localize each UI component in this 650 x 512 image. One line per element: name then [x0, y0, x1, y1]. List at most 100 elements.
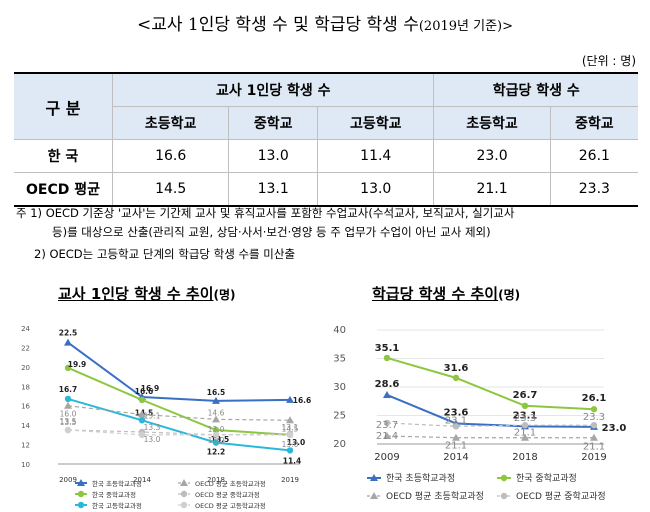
data-label: 16.7: [59, 385, 78, 394]
table-row: OECD 평균 14.5 13.1 13.0 21.1 23.3: [14, 172, 638, 207]
table-header-gubun: 구 분: [14, 72, 113, 140]
unit-label: (단위 : 명): [581, 54, 636, 68]
data-label: 21.1: [445, 441, 467, 452]
x-tick-label: 2019: [281, 476, 299, 484]
data-label: 23.3: [583, 412, 605, 423]
data-point: [212, 431, 220, 439]
series-line: [386, 435, 594, 439]
data-label: 13.0: [287, 438, 306, 447]
note-1b: 등)를 대상으로 산출(관리직 교원, 상담·사서·보건·영양 등 주 업무가 …: [52, 225, 491, 239]
y-tick-label: 12: [21, 442, 30, 450]
data-label: 16.0: [60, 410, 77, 419]
summary-table: 구 분 교사 1인당 학생 수 학급당 학생 수 초등학교 중학교 고등학교 초…: [14, 72, 638, 207]
data-label: 23.1: [513, 410, 538, 421]
data-label: 16.6: [293, 396, 312, 405]
data-label: 13.5: [60, 417, 77, 426]
legend-marker: [77, 479, 85, 486]
data-point: [383, 432, 391, 440]
data-point: [452, 423, 460, 430]
data-point: [64, 426, 72, 434]
data-label: 13.0: [208, 436, 225, 445]
y-tick-label: 20: [333, 439, 346, 450]
data-label: 26.7: [513, 390, 538, 401]
chart2-title: 학급당 학생 수 추이(명): [372, 285, 521, 303]
data-label: 21.4: [376, 431, 398, 442]
data-label: 15.1: [144, 411, 161, 420]
y-tick-label: 25: [333, 411, 346, 422]
data-label: 14.5: [282, 424, 299, 433]
data-label: 35.1: [375, 343, 400, 354]
table-subheader: 고등학교: [317, 106, 435, 140]
legend-marker: [370, 474, 378, 481]
table-subheader: 중학교: [549, 106, 638, 140]
data-label: 11.4: [283, 456, 302, 465]
row-label: OECD 평균: [14, 172, 113, 207]
y-tick-label: 14: [21, 422, 30, 430]
data-label: 23.7: [376, 420, 398, 431]
legend-marker: [500, 474, 508, 482]
legend-marker: [180, 479, 188, 486]
table-cell: 13.1: [228, 172, 319, 207]
data-point: [286, 447, 294, 454]
data-point: [64, 338, 72, 346]
data-point: [138, 417, 146, 424]
chart-teacher-ratio: 10 12 14 16 18 20 22 24 2009 2014 2018 2019 22.5 16.9…: [21, 325, 312, 510]
data-point: [138, 396, 146, 404]
table-header-group1: 교사 1인당 학생 수: [111, 72, 435, 107]
table-header-group2: 학급당 학생 수: [433, 72, 638, 107]
table-cell: 23.0: [433, 139, 551, 173]
legend-label: 한국 고등학교과정: [92, 501, 142, 510]
x-tick-label: 2009: [374, 452, 399, 463]
series-line: [386, 356, 595, 411]
data-label: 16.6: [135, 387, 154, 396]
y-tick-label: 22: [21, 344, 30, 352]
legend-label: 한국 초등학교과정: [386, 473, 455, 484]
page-title: <교사 1인당 학생 수 및 학급당 학생 수(2019년 기준)>: [137, 15, 513, 35]
legend-marker: [500, 492, 508, 500]
y-tick-label: 16: [21, 403, 30, 411]
data-label: 28.6: [375, 379, 400, 390]
data-point: [521, 402, 529, 410]
y-tick-label: 30: [333, 382, 346, 393]
legend-marker: [370, 492, 378, 499]
data-point: [212, 439, 220, 446]
legend-label: 한국 초등학교과정: [92, 479, 142, 488]
data-label: 13.3: [144, 423, 161, 432]
data-point: [452, 374, 460, 382]
data-point: [452, 433, 460, 441]
data-point: [286, 431, 294, 439]
y-tick-label: 24: [21, 325, 30, 333]
data-point: [590, 406, 598, 413]
y-tick-label: 35: [333, 354, 346, 365]
legend-marker: [180, 501, 188, 509]
table-subheader: 중학교: [228, 106, 319, 140]
data-label: 14.5: [135, 408, 154, 417]
table-cell: 16.6: [111, 139, 230, 173]
chart1-title: 교사 1인당 학생 수 추이(명): [58, 285, 236, 303]
data-point: [138, 431, 146, 439]
table-cell: 13.0: [317, 172, 435, 207]
note-1a: 주 1) OECD 기준상 '교사'는 기간제 교사 및 휴직교사를 포함한 수…: [16, 206, 515, 220]
data-point: [383, 354, 391, 362]
row-label: 한 국: [14, 139, 113, 173]
data-label: 13.1: [282, 423, 299, 432]
data-label: 16.9: [141, 384, 160, 393]
data-label: 22.5: [59, 329, 78, 338]
data-label: 21.1: [514, 428, 536, 439]
data-label: 26.1: [582, 393, 607, 404]
data-point: [590, 433, 598, 441]
data-label: 13.5: [60, 418, 77, 427]
data-label: 31.6: [444, 363, 469, 374]
data-label: 23.3: [514, 413, 536, 424]
series-line: [67, 397, 291, 452]
data-label: 23.6: [444, 407, 469, 418]
data-point: [64, 395, 72, 403]
data-label: 14.6: [208, 408, 225, 417]
data-label: 12.2: [207, 448, 226, 457]
x-tick-label: 2019: [581, 452, 606, 463]
data-label: 23.0: [602, 423, 627, 434]
legend-label: OECD 평균 초등학교과정: [195, 479, 266, 488]
legend-marker: [180, 490, 188, 498]
data-point: [64, 364, 72, 372]
